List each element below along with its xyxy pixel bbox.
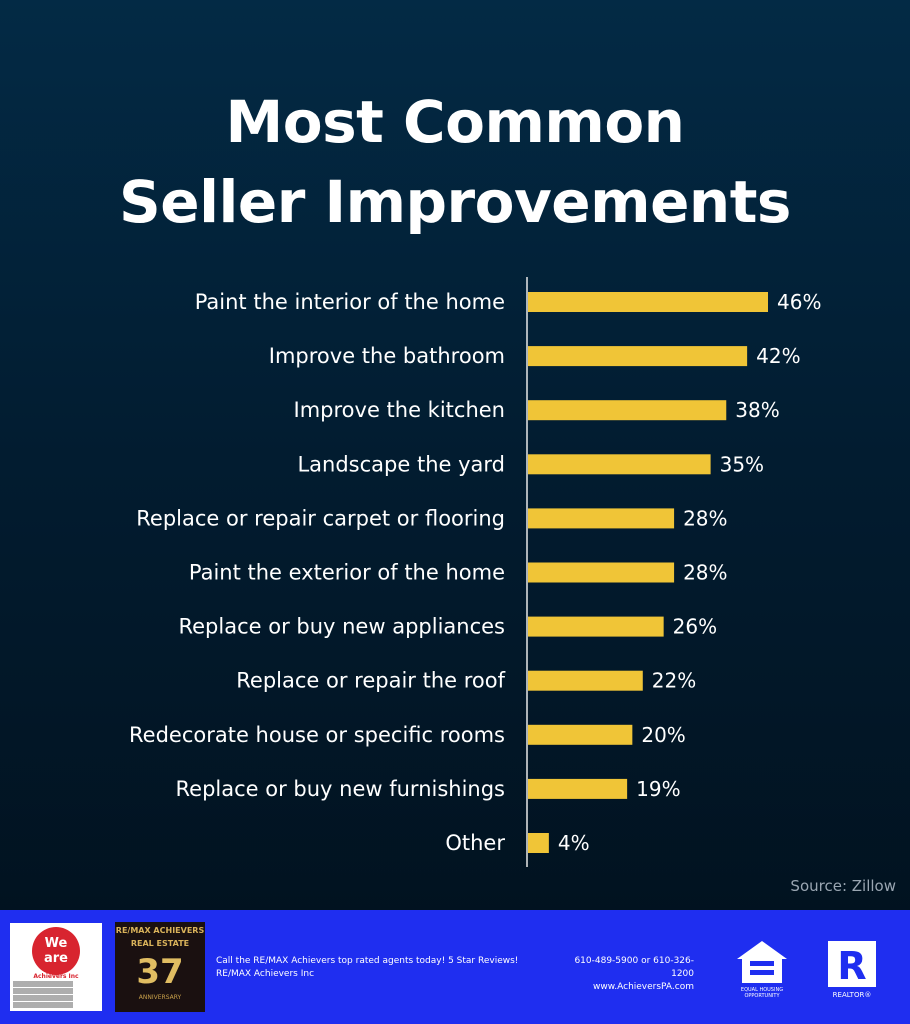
category-label: Other — [445, 831, 505, 855]
logo2-title-line-2: REAL ESTATE — [130, 939, 190, 948]
source-note: Source: Zillow — [790, 877, 896, 895]
logo2-sub: ANNIVERSARY — [138, 994, 182, 1001]
category-label: Improve the kitchen — [294, 398, 505, 422]
bar-chart: Paint the interior of the home 46% Improve… — [129, 277, 821, 867]
eho-label: EQUAL HOUSING OPPORTUNITY — [740, 987, 784, 999]
bar — [528, 454, 711, 475]
value-label: 22% — [652, 669, 696, 693]
realtor-icon: R REALTOR® — [826, 939, 878, 1001]
bar — [528, 508, 675, 529]
website-link[interactable]: www.AchieversPA.com — [593, 982, 694, 992]
bar — [528, 724, 633, 745]
cta-line-2: RE/MAX Achievers Inc — [216, 969, 315, 979]
category-label: Landscape the yard — [297, 452, 505, 476]
category-label: Replace or repair carpet or flooring — [136, 506, 505, 530]
bar — [528, 778, 628, 799]
value-label: 42% — [756, 344, 800, 368]
category-label: Improve the bathroom — [269, 344, 505, 368]
we-are-achievers-logo: We are Achievers Inc — [10, 923, 102, 1011]
category-label: Replace or buy new appliances — [178, 615, 505, 639]
value-label: 26% — [673, 615, 717, 639]
category-label: Redecorate house or specific rooms — [129, 723, 505, 747]
value-label: 19% — [636, 777, 680, 801]
svg-text:R: R — [837, 944, 866, 988]
value-label: 28% — [683, 506, 727, 530]
value-label: 4% — [558, 831, 590, 855]
equal-housing-opportunity-icon: EQUAL HOUSING OPPORTUNITY — [733, 939, 791, 1001]
cta-line-1: Call the RE/MAX Achievers top rated agen… — [216, 956, 519, 966]
value-label: 28% — [683, 561, 727, 585]
bar — [528, 833, 549, 853]
logo1-subtitle: Achievers Inc — [33, 973, 79, 980]
realtor-label: REALTOR® — [832, 991, 872, 999]
logo2-title-line-1: RE/MAX ACHIEVERS — [115, 926, 205, 935]
chart-title: Most Common Seller Improvements — [0, 82, 910, 242]
value-label: 46% — [777, 290, 821, 314]
bar — [528, 616, 664, 637]
value-label: 20% — [641, 723, 685, 747]
bar — [528, 562, 675, 583]
contact-info: 610-489-5900 or 610-326-1200 www.Achieve… — [560, 955, 694, 994]
bar — [528, 400, 727, 421]
chart-title-line-1: Most Common — [225, 88, 685, 156]
category-label: Paint the interior of the home — [195, 290, 505, 314]
bar — [528, 292, 768, 312]
anniversary-badge-logo: RE/MAX ACHIEVERS REAL ESTATE 37 ANNIVERS… — [115, 922, 205, 1012]
phone-numbers: 610-489-5900 or 610-326-1200 — [574, 956, 694, 979]
category-label: Replace or buy new furnishings — [176, 777, 506, 801]
footer-banner: We are Achievers Inc RE/MAX ACHIEVERS RE… — [0, 910, 910, 1024]
chart-title-line-2: Seller Improvements — [119, 168, 791, 236]
category-label: Replace or repair the roof — [236, 669, 505, 693]
bar — [528, 670, 643, 691]
value-label: 35% — [720, 452, 764, 476]
value-label: 38% — [735, 398, 779, 422]
logo2-number: 37 — [136, 952, 184, 992]
bar — [528, 346, 748, 367]
call-to-action: Call the RE/MAX Achievers top rated agen… — [216, 955, 518, 981]
category-label: Paint the exterior of the home — [189, 561, 505, 585]
